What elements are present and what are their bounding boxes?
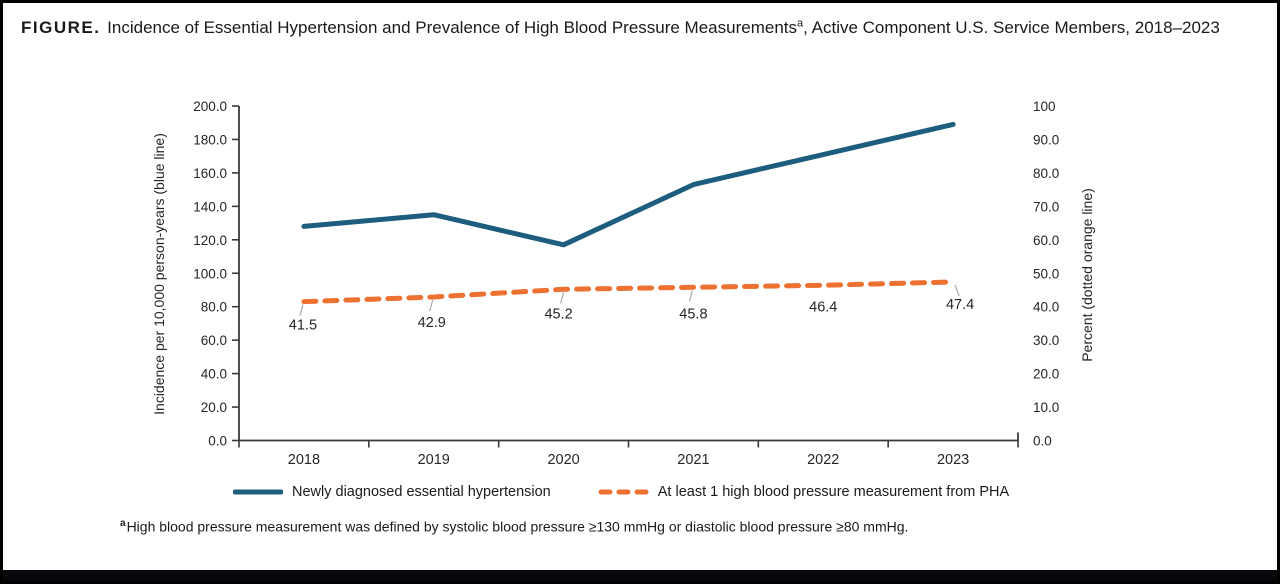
left-axis-tick-label: 80.0 [201, 300, 227, 315]
data-label-leader-line [299, 304, 304, 316]
right-axis-tick-label: 20.0 [1033, 367, 1059, 382]
line-chart: 0.0 20.0 40.0 60.0 80.0 100.0 120.0 140.0 160.0 1… [151, 99, 1095, 468]
legend-item-high-bp: At least 1 high blood pressure measureme… [597, 484, 1009, 500]
figure-label: FIGURE. [21, 18, 101, 37]
x-axis-year-label: 2021 [677, 452, 709, 468]
data-label-leader-line [429, 299, 434, 312]
legend-label: At least 1 high blood pressure measureme… [657, 484, 1010, 500]
chart-legend: Newly diagnosed essential hypertension A… [233, 481, 1045, 503]
right-axis-tick-label: 50.0 [1033, 266, 1059, 281]
right-axis-tick-label: 30.0 [1033, 333, 1059, 348]
legend-label: Newly diagnosed essential hypertension [292, 484, 551, 500]
title-text-before-sup: Incidence of Essential Hypertension and … [102, 18, 797, 37]
blue-solid-line-swatch [233, 489, 283, 495]
left-axis-title: Incidence per 10,000 person-years (blue … [151, 133, 167, 415]
x-axis-year-label: 2018 [288, 452, 320, 468]
figure-title: FIGURE. Incidence of Essential Hypertens… [21, 15, 1233, 41]
right-axis-tick-label: 90.0 [1033, 132, 1059, 147]
footnote-superscript: a [120, 518, 126, 529]
x-axis-year-label: 2022 [807, 452, 839, 468]
right-axis-tick-label: 10.0 [1033, 400, 1059, 415]
right-axis-tick-label: 60.0 [1033, 233, 1059, 248]
percent-data-label: 45.8 [679, 306, 707, 322]
x-axis-year-label: 2019 [418, 452, 450, 468]
left-axis-tick-label: 140.0 [193, 199, 227, 214]
left-axis-tick-label: 100.0 [193, 266, 227, 281]
x-axis-year-label: 2023 [937, 452, 969, 468]
x-axis-year-label: 2020 [547, 452, 579, 468]
blue-incidence-line [301, 121, 956, 248]
data-label-leader-line [560, 292, 565, 304]
left-axis-tick-label: 40.0 [201, 367, 227, 382]
right-axis-tick-label: 100 [1033, 99, 1056, 114]
figure-footnote: aHigh blood pressure measurement was def… [120, 518, 908, 535]
legend-item-hypertension: Newly diagnosed essential hypertension [233, 484, 551, 500]
data-label-leader-line [688, 290, 693, 302]
left-axis-tick-label: 160.0 [193, 166, 227, 181]
footnote-text: High blood pressure measurement was defi… [126, 518, 909, 535]
left-axis-tick-label: 200.0 [193, 99, 227, 114]
percent-data-label: 42.9 [418, 315, 446, 331]
right-axis-tick-label: 70.0 [1033, 199, 1059, 214]
percent-data-label: 47.4 [946, 297, 974, 313]
left-axis-tick-label: 60.0 [201, 333, 227, 348]
right-axis-tick-label: 0.0 [1033, 434, 1052, 449]
right-axis-title: Percent (dotted orange line) [1079, 188, 1095, 362]
data-label-leader-line [954, 284, 960, 297]
left-axis-tick-label: 120.0 [193, 233, 227, 248]
left-axis-tick-label: 180.0 [193, 132, 227, 147]
axis-lines [238, 106, 1019, 442]
orange-percent-line [301, 279, 956, 305]
orange-dashed-line-swatch [598, 489, 649, 495]
title-superscript: a [797, 17, 804, 30]
right-axis-tick-label: 80.0 [1033, 166, 1059, 181]
left-axis-tick-label: 20.0 [201, 400, 227, 415]
left-axis-tick-label: 0.0 [208, 434, 227, 449]
title-text-after-sup: , Active Component U.S. Service Members,… [803, 18, 1220, 37]
percent-data-label: 45.2 [544, 306, 572, 322]
percent-data-label: 41.5 [289, 318, 317, 334]
bottom-accent-bar [3, 570, 1277, 581]
percent-data-label: 46.4 [809, 299, 837, 315]
right-axis-tick-label: 40.0 [1033, 300, 1059, 315]
